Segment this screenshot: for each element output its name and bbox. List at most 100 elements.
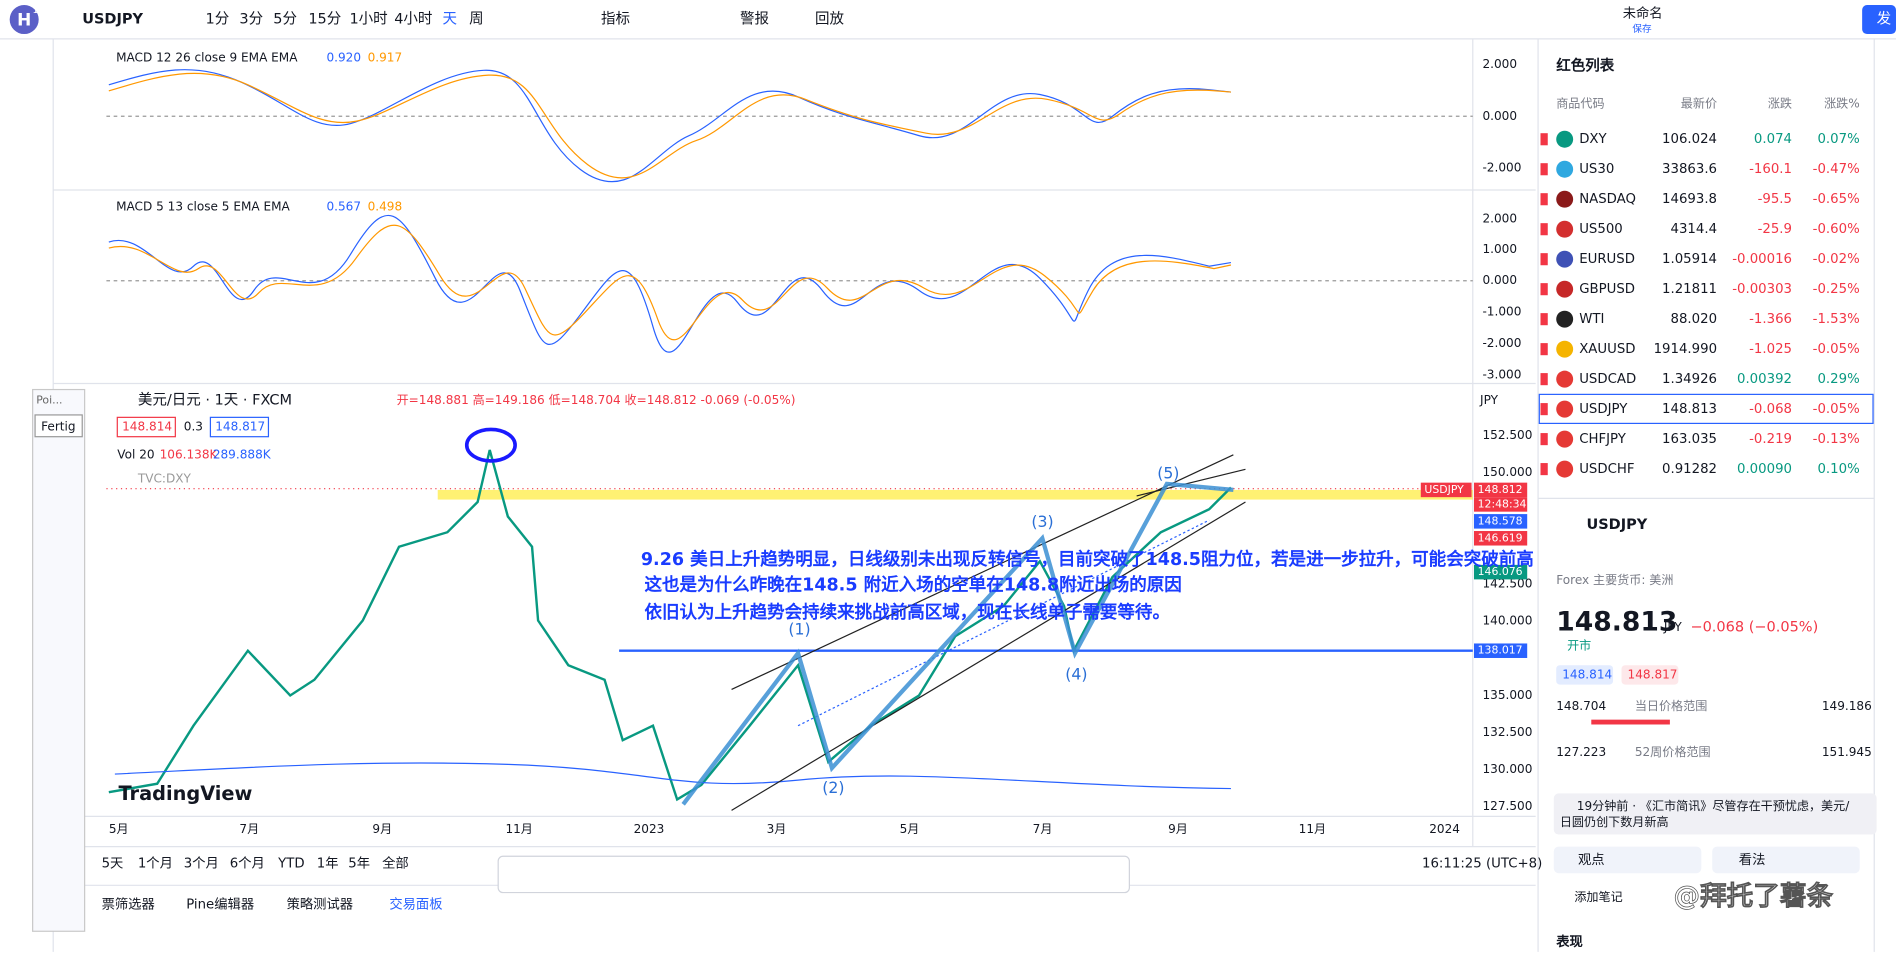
row-symbol[interactable]: WTI xyxy=(1579,312,1604,327)
price-tag xyxy=(1473,482,1528,498)
alert-button[interactable]: 警报 xyxy=(740,11,769,28)
row-price: 1.21811 xyxy=(1662,282,1717,297)
range-button[interactable]: 1个月 xyxy=(138,856,173,872)
interval[interactable]: 1小时 xyxy=(349,11,387,28)
row-symbol[interactable]: GBPUSD xyxy=(1579,282,1635,297)
layout-name[interactable]: 未命名 xyxy=(1623,4,1663,21)
price-label: 130.000 xyxy=(1482,762,1532,776)
range-button[interactable]: 5天 xyxy=(102,857,124,872)
year-range-label: 52周价格范围 xyxy=(1635,744,1711,759)
row-change: 0.00090 xyxy=(1737,462,1792,477)
time-label: 5月 xyxy=(900,822,920,836)
interval[interactable]: 15分 xyxy=(308,11,341,28)
ideas-button[interactable] xyxy=(1553,846,1702,874)
news[interactable]: 19分钟前 · 《汇市简讯》尽管存在干预忧虑，美元/ xyxy=(1577,798,1850,813)
range-button[interactable]: 3个月 xyxy=(184,856,219,872)
bottom-tab[interactable]: Pine编辑器 xyxy=(186,897,254,913)
interval[interactable]: 1分 xyxy=(206,11,230,28)
currency-select[interactable]: JPY xyxy=(1479,393,1499,407)
compare-symbol: TVC:DXY xyxy=(137,472,192,486)
time-label: 11月 xyxy=(505,822,532,836)
opinions-button[interactable] xyxy=(1712,846,1860,874)
symbol-icon xyxy=(1556,460,1574,478)
interval[interactable]: 周 xyxy=(469,12,483,28)
annotation: 9.26 美日上升趋势明显，日线级别未出现反转信号，目前突破了148.5阻力位，… xyxy=(641,549,1534,570)
row-symbol[interactable]: USDCAD xyxy=(1579,372,1636,387)
row-percent: -0.60% xyxy=(1813,222,1860,237)
row-symbol[interactable]: XAUUSD xyxy=(1579,342,1635,357)
range-button[interactable]: 1年 xyxy=(317,856,339,872)
range-button[interactable]: 5年 xyxy=(348,856,370,872)
axis-label: 2.000 xyxy=(1482,57,1517,71)
bottom-tab[interactable]: 票筛选器 xyxy=(102,897,155,913)
add-note[interactable]: 添加笔记 xyxy=(1574,889,1622,904)
watchlist-title[interactable]: 红色列表 xyxy=(1556,57,1614,75)
row-change: -1.366 xyxy=(1749,312,1792,327)
volume: 106.138K xyxy=(160,447,219,461)
column-header: 涨跌 xyxy=(1768,96,1792,111)
column-header: 商品代码 xyxy=(1556,96,1604,111)
axis-label: 2.000 xyxy=(1482,212,1517,226)
interval[interactable]: 5分 xyxy=(273,11,297,28)
row-change: 0.00392 xyxy=(1737,372,1792,387)
time-label: 5月 xyxy=(109,822,129,836)
ask-chip xyxy=(1621,665,1679,685)
flag xyxy=(1540,193,1548,206)
row-symbol[interactable]: US500 xyxy=(1579,222,1623,237)
done-label: Fertig xyxy=(41,420,75,434)
wave-label: (4) xyxy=(1065,664,1087,683)
row-symbol[interactable]: US30 xyxy=(1579,162,1614,177)
row-symbol[interactable]: DXY xyxy=(1579,132,1607,147)
flag xyxy=(1540,133,1548,146)
drawing-toolbar[interactable] xyxy=(497,855,1130,894)
avatar-letter: H xyxy=(17,10,31,30)
year-low: 127.223 xyxy=(1556,745,1606,759)
row-price: 33863.6 xyxy=(1662,162,1717,177)
interval[interactable]: 3分 xyxy=(239,11,263,28)
symbol-search[interactable]: USDJPY xyxy=(82,12,143,28)
volume-ma-value: 289.888K xyxy=(213,447,272,461)
row-symbol[interactable]: CHFJPY xyxy=(1579,432,1627,447)
indicators-button[interactable]: 指标 xyxy=(601,11,630,28)
range-button[interactable]: YTD xyxy=(277,857,304,872)
row-symbol[interactable]: USDCHF xyxy=(1579,462,1634,477)
publish-button[interactable] xyxy=(1862,5,1896,35)
avatar[interactable] xyxy=(9,5,39,35)
interval[interactable]: 天 xyxy=(443,12,457,28)
replay-button[interactable]: 回放 xyxy=(815,11,844,28)
done-button[interactable] xyxy=(34,414,83,438)
time-label: 11月 xyxy=(1299,822,1326,836)
flag xyxy=(1540,433,1548,446)
row-price: 4314.4 xyxy=(1671,222,1718,237)
detail-symbol: USDJPY xyxy=(1586,517,1647,533)
interval[interactable]: 4小时 xyxy=(394,11,432,28)
news-box[interactable] xyxy=(1553,793,1877,835)
row-price: 88.020 xyxy=(1671,312,1718,327)
row-symbol[interactable]: NASDAQ xyxy=(1579,192,1636,207)
ask-box xyxy=(209,416,270,438)
spread: 0.3 xyxy=(184,420,203,434)
range-button[interactable]: 全部 xyxy=(382,855,409,872)
bottom-tab[interactable]: 交易面板 xyxy=(389,896,442,913)
column-header: 涨跌% xyxy=(1824,96,1860,111)
high-circle xyxy=(464,427,517,463)
row-symbol[interactable]: EURUSD xyxy=(1579,252,1635,267)
symbol-icon xyxy=(1556,280,1574,298)
range-button[interactable]: 6个月 xyxy=(230,856,265,872)
row-percent: -0.25% xyxy=(1813,282,1860,297)
bottom-tab[interactable]: 策略测试器 xyxy=(287,896,353,913)
price-series xyxy=(108,449,1232,802)
macd-line xyxy=(108,214,1232,353)
signal-value: 0.498 xyxy=(368,199,403,213)
news[interactable]: 日圆仍创下数月新高 xyxy=(1560,814,1669,829)
row-symbol[interactable]: USDJPY xyxy=(1579,402,1628,417)
row-price: 14693.8 xyxy=(1662,192,1717,207)
annotation: 依旧认为上升趋势会持续来挑战前高区域，现在长线单子需要等待。 xyxy=(644,602,1169,623)
selected-row[interactable] xyxy=(1538,393,1874,425)
row-percent: -1.53% xyxy=(1813,312,1860,327)
symbol-icon xyxy=(1556,250,1574,268)
price-label: 135.000 xyxy=(1482,688,1532,702)
symbol-icon xyxy=(1556,190,1574,208)
row-change: -160.1 xyxy=(1749,162,1792,177)
wave-label: (2) xyxy=(822,778,844,797)
